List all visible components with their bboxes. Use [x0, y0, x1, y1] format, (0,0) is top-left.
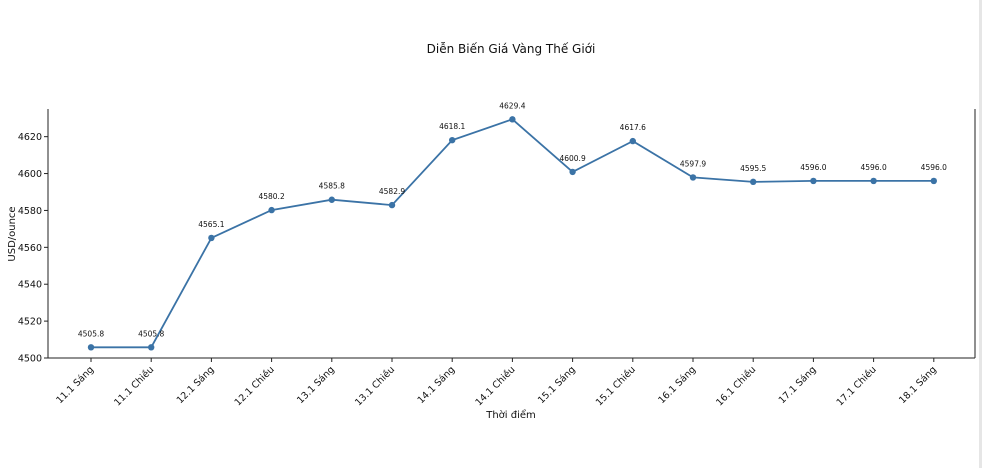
x-tick-label: 16.1 Sáng	[656, 364, 698, 406]
x-tick-label: 15.1 Chiều	[594, 364, 638, 408]
x-axis-ticks: 11.1 Sáng 11.1 Chiều 12.1 Sáng 12.1 Chiều 13…	[54, 358, 939, 408]
data-label: 4597.9	[680, 159, 706, 168]
data-point	[629, 137, 636, 145]
x-tick-label: 12.1 Chiều	[233, 364, 277, 408]
x-tick-label: 11.1 Chiều	[112, 364, 156, 408]
x-tick-label: 14.1 Sáng	[416, 364, 458, 406]
data-label: 4596.0	[800, 163, 826, 172]
x-tick-label: 11.1 Sáng	[54, 364, 96, 406]
y-tick-label: 4540	[18, 280, 42, 291]
data-label: 4582.9	[379, 187, 405, 196]
data-label: 4618.1	[439, 122, 465, 131]
x-tick-label: 13.1 Sáng	[295, 364, 337, 406]
data-point	[689, 174, 697, 181]
y-tick-label: 4580	[18, 206, 42, 217]
data-points	[87, 116, 937, 351]
x-tick-label: 16.1 Chiều	[714, 364, 758, 408]
data-label: 4505.8	[78, 329, 104, 338]
data-point	[449, 136, 456, 144]
data-point	[810, 177, 817, 185]
axes	[47, 109, 976, 359]
x-tick-label: 15.1 Sáng	[536, 364, 578, 406]
data-label: 4617.6	[620, 123, 646, 132]
data-point	[509, 116, 516, 123]
data-label: 4580.2	[258, 192, 284, 201]
data-label: 4629.4	[499, 101, 525, 110]
data-label: 4585.8	[319, 182, 345, 191]
x-tick-label: 14.1 Chiều	[473, 364, 517, 408]
data-label: 4595.5	[740, 164, 766, 173]
y-axis-ticks: 4500 4520 4540 4560 4580 4600 4620	[18, 132, 48, 365]
x-tick-label: 17.1 Chiều	[835, 364, 879, 408]
data-label: 4596.0	[860, 163, 886, 172]
data-point	[87, 344, 95, 351]
data-point	[569, 168, 576, 176]
data-point	[930, 177, 937, 185]
data-label: 4565.1	[198, 220, 224, 229]
x-tick-label: 17.1 Sáng	[777, 364, 819, 406]
data-point	[328, 196, 335, 203]
y-tick-label: 4500	[18, 354, 42, 365]
data-label: 4600.9	[559, 154, 585, 163]
data-point	[148, 344, 155, 351]
data-point	[388, 201, 396, 209]
data-point	[750, 178, 757, 186]
y-tick-label: 4520	[18, 317, 42, 328]
x-tick-label: 12.1 Sáng	[175, 364, 217, 406]
data-point	[208, 234, 215, 242]
y-tick-label: 4600	[18, 169, 42, 180]
series-line	[91, 118, 934, 349]
data-label: 4505.8	[138, 329, 164, 338]
chart-title: Diễn Biến Giá Vàng Thế Giới	[427, 42, 596, 56]
y-tick-label: 4620	[18, 132, 42, 143]
data-labels: 4505.8 4505.8 4565.1 4580.2 4585.8 4582.9 4618…	[78, 101, 947, 338]
x-tick-label: 18.1 Sáng	[897, 364, 939, 406]
data-point	[870, 177, 877, 185]
data-point	[268, 206, 275, 214]
y-axis-label: USD/ounce	[7, 206, 18, 261]
x-axis-label: Thời điểm	[485, 408, 536, 421]
data-label: 4596.0	[921, 163, 947, 172]
y-tick-label: 4560	[18, 243, 42, 254]
x-tick-label: 13.1 Chiều	[353, 364, 397, 408]
right-edge-strip	[979, 0, 982, 468]
